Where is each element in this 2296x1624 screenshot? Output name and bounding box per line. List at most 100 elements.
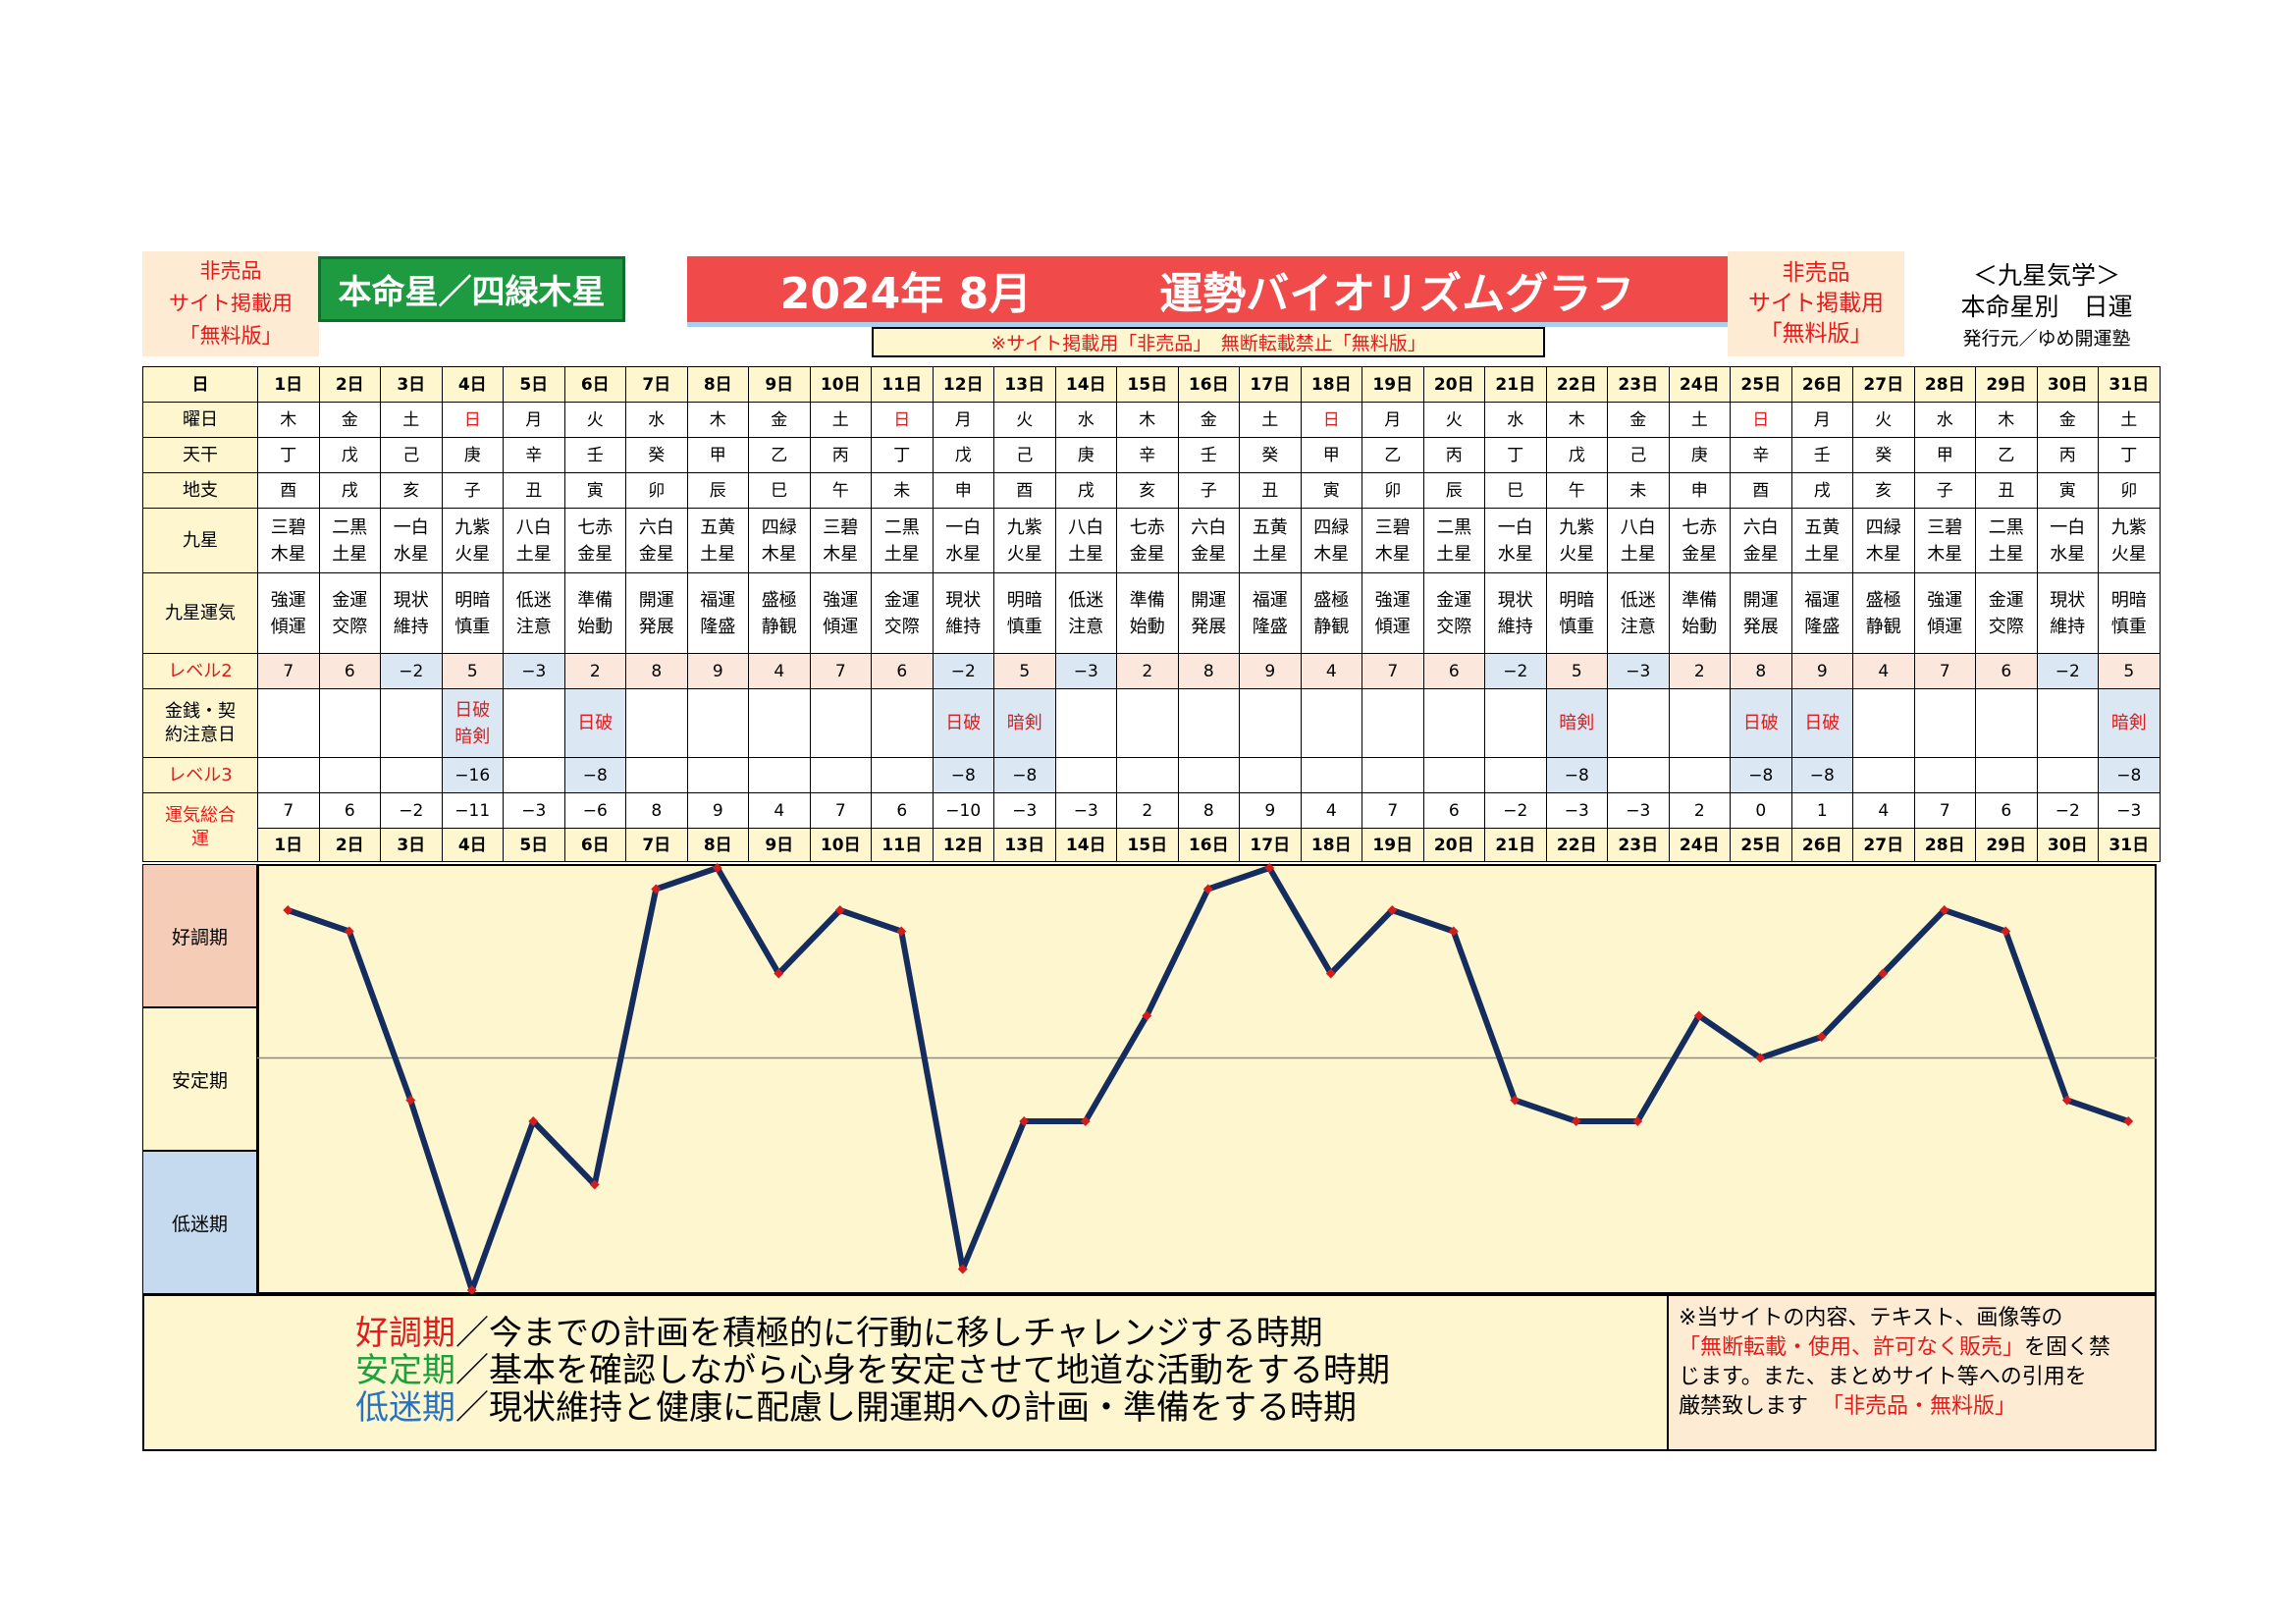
cell-tenkan-6: 壬 bbox=[563, 437, 626, 473]
cell-tenkan-5: 辛 bbox=[503, 437, 565, 473]
cell-weekday-10: 土 bbox=[809, 402, 872, 438]
cell-day2-27: 27日 bbox=[1852, 828, 1915, 862]
cell-day-2: 2日 bbox=[318, 366, 381, 403]
cell-kyusei_unki-4-part2: 慎重 bbox=[454, 616, 491, 637]
cell-weekday-27: 火 bbox=[1852, 402, 1915, 438]
cell-kyusei_unki-25-part1: 開運 bbox=[1742, 589, 1779, 611]
chart-point-9 bbox=[774, 968, 784, 979]
cell-day2-15: 15日 bbox=[1116, 828, 1179, 862]
cell-weekday-24: 土 bbox=[1668, 402, 1731, 438]
cell-day2-3: 3日 bbox=[380, 828, 443, 862]
cell-kyusei-10-part1: 三碧 bbox=[823, 516, 859, 538]
cell-kyusei_unki-23-part2: 注意 bbox=[1620, 616, 1656, 637]
cell-level2-17: 9 bbox=[1239, 653, 1302, 689]
cell-kyusei_unki-29-part1: 金運 bbox=[1988, 589, 2024, 611]
cell-total-12: −10 bbox=[932, 792, 994, 829]
cell-kyusei_unki-26: 福運 隆盛 bbox=[1790, 572, 1853, 654]
cell-money-4: 日破 暗剣 bbox=[441, 688, 504, 758]
cell-money-6-tag1: 日破 bbox=[577, 713, 614, 733]
cell-money-16 bbox=[1177, 688, 1240, 758]
notice-line1: ※当サイトの内容、テキスト、画像等の bbox=[1679, 1306, 2063, 1330]
cell-tenkan-19: 乙 bbox=[1362, 437, 1424, 473]
nfs-left-line1: 非売品 bbox=[199, 259, 262, 283]
cell-kyusei_unki-17-part1: 福運 bbox=[1252, 589, 1288, 611]
cell-kyusei-17-part1: 五黄 bbox=[1252, 516, 1288, 538]
cell-kyusei_unki-26-part1: 福運 bbox=[1804, 589, 1841, 611]
chart-point-3 bbox=[405, 1095, 416, 1106]
chart-point-23 bbox=[1632, 1116, 1643, 1126]
chart-point-21 bbox=[1510, 1095, 1521, 1106]
cell-kyusei_unki-14: 低迷 注意 bbox=[1054, 572, 1117, 654]
cell-day-1: 1日 bbox=[257, 366, 320, 403]
cell-total-4: −11 bbox=[441, 792, 504, 829]
cell-kyusei_unki-27: 盛極 静観 bbox=[1852, 572, 1915, 654]
cell-kyusei_unki-7-part2: 発展 bbox=[638, 616, 674, 637]
cell-weekday-14: 水 bbox=[1054, 402, 1117, 438]
cell-level3-28 bbox=[1913, 757, 1976, 793]
cell-chishi-25: 酉 bbox=[1730, 472, 1792, 509]
cell-kyusei_unki-30-part2: 維持 bbox=[2050, 616, 2086, 637]
cell-tenkan-26: 壬 bbox=[1790, 437, 1853, 473]
zone-good-label: 好調期 bbox=[171, 926, 228, 948]
notice-line4: 厳禁致します 「非売品・無料版」 bbox=[1679, 1392, 2145, 1422]
cell-day-13: 13日 bbox=[993, 366, 1056, 403]
cell-level3-16 bbox=[1177, 757, 1240, 793]
cell-money-30 bbox=[2036, 688, 2099, 758]
cell-money-9 bbox=[748, 688, 811, 758]
cell-kyusei_unki-7-part1: 開運 bbox=[638, 589, 674, 611]
nfs-right-line2: サイト掲載用 bbox=[1748, 291, 1884, 316]
cell-kyusei-11-part2: 土星 bbox=[883, 543, 920, 565]
row-label-chishi: 地支 bbox=[142, 472, 258, 509]
cell-chishi-24: 申 bbox=[1668, 472, 1731, 509]
cell-kyusei_unki-16-part1: 開運 bbox=[1191, 589, 1227, 611]
cell-level2-7: 8 bbox=[625, 653, 688, 689]
cell-chishi-20: 辰 bbox=[1422, 472, 1485, 509]
cell-level3-2 bbox=[318, 757, 381, 793]
row-label-weekday: 曜日 bbox=[142, 402, 258, 438]
notice-line3: じます。また、まとめサイト等への引用を bbox=[1679, 1365, 2087, 1389]
cell-total-1: 7 bbox=[257, 792, 320, 829]
cell-chishi-28: 子 bbox=[1913, 472, 1976, 509]
cell-kyusei-27: 四緑 木星 bbox=[1852, 508, 1915, 573]
cell-money-6: 日破 bbox=[563, 688, 626, 758]
row-level3: レベル3 −16 −8 −8 −8 −8 −8 −8 −8 bbox=[142, 757, 2161, 793]
cell-level2-26: 9 bbox=[1790, 653, 1853, 689]
cell-weekday-1: 木 bbox=[257, 402, 320, 438]
cell-kyusei_unki-1-part1: 強運 bbox=[270, 589, 306, 611]
cell-kyusei-29-part1: 二黒 bbox=[1988, 516, 2024, 538]
cell-kyusei_unki-10-part1: 強運 bbox=[823, 589, 859, 611]
cell-money-25-tag1: 日破 bbox=[1742, 713, 1779, 733]
row-label-level2: レベル2 bbox=[142, 653, 258, 689]
cell-day2-9: 9日 bbox=[748, 828, 811, 862]
cell-kyusei_unki-9: 盛極 静観 bbox=[748, 572, 811, 654]
cell-day2-7: 7日 bbox=[625, 828, 688, 862]
cell-tenkan-10: 丙 bbox=[809, 437, 872, 473]
cell-total-20: 6 bbox=[1422, 792, 1485, 829]
cell-day2-19: 19日 bbox=[1362, 828, 1424, 862]
chart-point-24 bbox=[1693, 1010, 1704, 1021]
cell-kyusei_unki-16-part2: 発展 bbox=[1191, 616, 1227, 637]
chart-point-4 bbox=[466, 1285, 477, 1295]
cell-level2-22: 5 bbox=[1545, 653, 1608, 689]
cell-level2-2: 6 bbox=[318, 653, 381, 689]
cell-kyusei-31: 九紫 火星 bbox=[2098, 508, 2161, 573]
cell-tenkan-22: 戊 bbox=[1545, 437, 1608, 473]
cell-kyusei-2: 二黒 土星 bbox=[318, 508, 381, 573]
chart-point-8 bbox=[712, 863, 722, 873]
cell-kyusei-9-part1: 四緑 bbox=[761, 516, 797, 538]
cell-day-19: 19日 bbox=[1362, 366, 1424, 403]
cell-kyusei_unki-8: 福運 隆盛 bbox=[686, 572, 749, 654]
cell-day2-8: 8日 bbox=[686, 828, 749, 862]
cell-weekday-7: 水 bbox=[625, 402, 688, 438]
cell-total-28: 7 bbox=[1913, 792, 1976, 829]
cell-weekday-13: 火 bbox=[993, 402, 1056, 438]
row-kyusei: 九星 三碧 木星 二黒 土星 一白 水星 九紫 火星 八白 土星 七赤 金星 六白 金星 五黄 土星 四緑 木星 三碧… bbox=[142, 508, 2161, 573]
row-label-kyusei: 九星 bbox=[142, 508, 258, 573]
cell-money-12: 日破 bbox=[932, 688, 994, 758]
cell-money-4-tag1: 日破 bbox=[454, 699, 491, 721]
notice-line4-text: 厳禁致します bbox=[1679, 1394, 1809, 1419]
cell-tenkan-17: 癸 bbox=[1239, 437, 1302, 473]
cell-day2-10: 10日 bbox=[809, 828, 872, 862]
cell-kyusei_unki-5-part1: 低迷 bbox=[515, 589, 552, 611]
cell-weekday-23: 金 bbox=[1607, 402, 1670, 438]
